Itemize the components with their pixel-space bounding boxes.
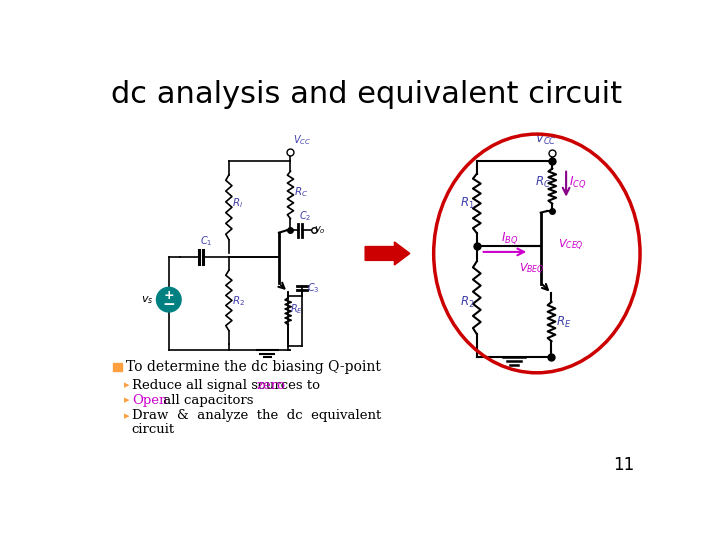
Text: Draw  &  analyze  the  dc  equivalent: Draw & analyze the dc equivalent xyxy=(132,409,381,422)
Text: $V_{CEQ}$: $V_{CEQ}$ xyxy=(559,238,584,253)
Text: $R_i$: $R_i$ xyxy=(232,197,243,210)
Text: ▸: ▸ xyxy=(124,411,130,421)
Text: Open: Open xyxy=(132,394,167,407)
Text: $V_{BEQ}$: $V_{BEQ}$ xyxy=(519,262,545,277)
Text: all capacitors: all capacitors xyxy=(159,394,253,407)
Text: $V_{CC}$: $V_{CC}$ xyxy=(535,132,557,147)
Text: $V_{CC}$: $V_{CC}$ xyxy=(293,133,311,147)
Text: $C_1$: $C_1$ xyxy=(199,234,212,248)
Text: ▸: ▸ xyxy=(124,380,130,390)
FancyArrow shape xyxy=(365,242,410,265)
Text: dc analysis and equivalent circuit: dc analysis and equivalent circuit xyxy=(111,80,622,109)
Text: $I_{CQ}$: $I_{CQ}$ xyxy=(570,175,587,191)
Text: $C_2$: $C_2$ xyxy=(299,209,311,222)
Text: 11: 11 xyxy=(613,456,634,475)
Text: $C_3$: $C_3$ xyxy=(307,281,320,295)
Text: To determine the dc biasing Q-point: To determine the dc biasing Q-point xyxy=(126,360,381,374)
Text: ▸: ▸ xyxy=(124,395,130,406)
Text: $I_{BQ}$: $I_{BQ}$ xyxy=(500,230,518,246)
Text: $R_C$: $R_C$ xyxy=(294,185,307,199)
Bar xyxy=(113,363,122,372)
Text: Reduce all signal sources to: Reduce all signal sources to xyxy=(132,379,324,392)
Text: $R_2$: $R_2$ xyxy=(232,294,245,308)
Text: $R_E$: $R_E$ xyxy=(556,314,572,329)
Text: +: + xyxy=(163,289,174,302)
Text: zero: zero xyxy=(256,379,286,392)
Text: $v_s$: $v_s$ xyxy=(141,294,153,306)
Text: $R_C$: $R_C$ xyxy=(535,175,552,190)
Text: $R_1$: $R_1$ xyxy=(460,196,474,211)
Text: $v_o$: $v_o$ xyxy=(315,225,326,237)
Text: $R_E$: $R_E$ xyxy=(290,302,304,316)
Text: circuit: circuit xyxy=(132,423,175,436)
Text: $R_2$: $R_2$ xyxy=(460,294,474,309)
Text: −: − xyxy=(163,297,175,312)
Circle shape xyxy=(156,287,181,312)
